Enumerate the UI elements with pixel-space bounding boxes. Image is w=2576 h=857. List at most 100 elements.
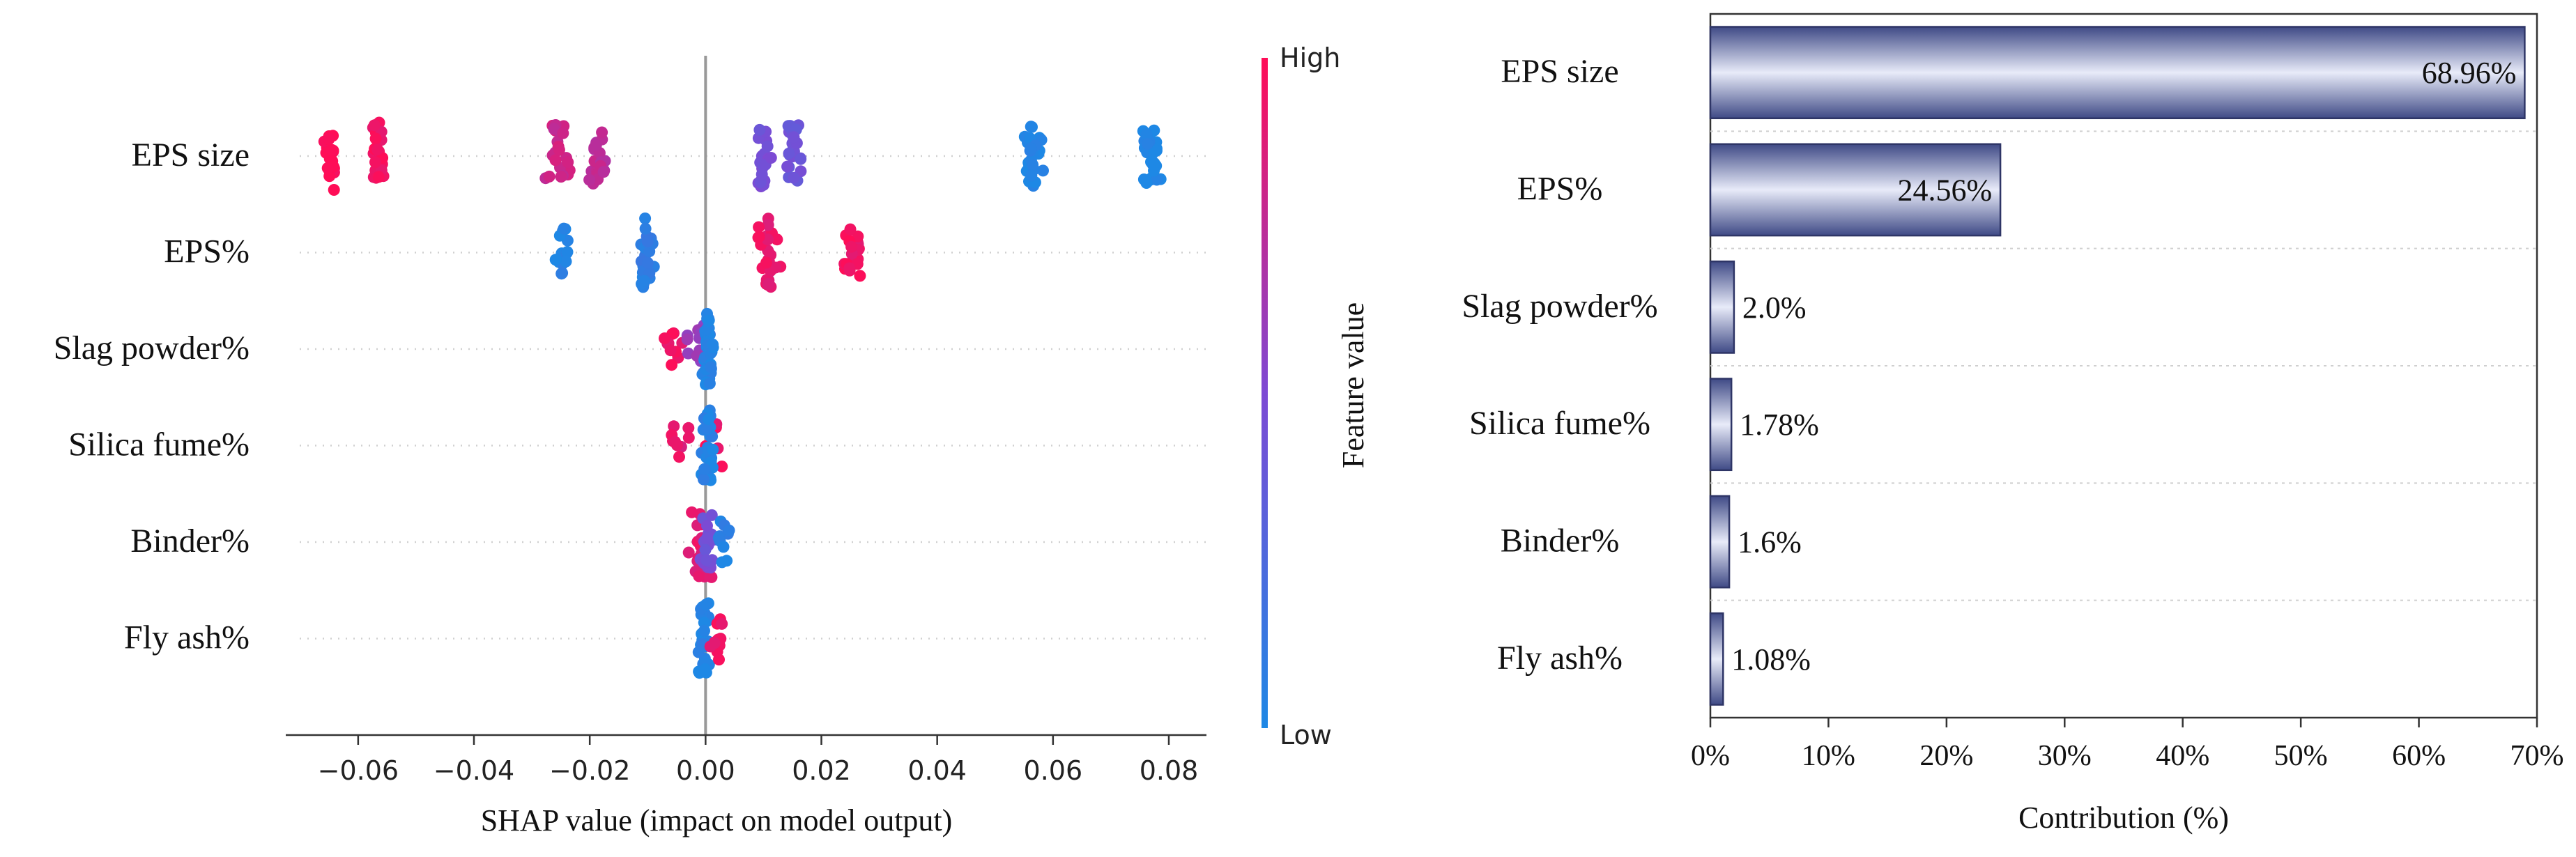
shap-feature-label: Fly ash% — [124, 619, 250, 656]
shap-feature-label: Slag powder% — [54, 330, 250, 366]
shap-x-axis-label: SHAP value (impact on model output) — [481, 803, 953, 837]
shap-point — [756, 168, 768, 180]
shap-point — [1140, 128, 1153, 141]
shap-point — [325, 144, 338, 156]
shap-point — [699, 325, 712, 337]
bar-series — [1709, 26, 2526, 706]
shap-point — [556, 267, 569, 279]
shap-point — [666, 359, 678, 371]
shap-point — [707, 339, 719, 350]
shap-point — [673, 451, 685, 463]
shap-point — [641, 256, 654, 269]
shap-point — [854, 270, 866, 282]
shap-point — [753, 221, 765, 233]
shap-point — [788, 131, 800, 144]
shap-point — [700, 554, 712, 566]
shap-point — [639, 213, 652, 224]
colorbar-low-label: Low — [1280, 720, 1332, 750]
shap-point — [723, 524, 735, 536]
shap-point — [371, 144, 383, 156]
shap-point — [716, 556, 728, 569]
shap-point — [845, 240, 858, 253]
shap-point — [1037, 164, 1049, 177]
shap-x-tick-label: 0.06 — [1024, 755, 1083, 786]
shap-point — [641, 236, 654, 248]
colorbar-title: Feature value — [1336, 302, 1370, 468]
bar-x-tick-label: 10% — [1802, 740, 1855, 772]
shap-x-ticks: −0.06 −0.04 −0.02 0.00 0.02 0.04 0.06 0.08 — [318, 735, 1199, 786]
shap-point — [753, 231, 765, 243]
bar-category-label: Binder% — [1501, 523, 1620, 559]
shap-x-tick-label: 0.02 — [792, 755, 851, 786]
contribution-bar — [1709, 143, 2002, 237]
shap-point — [716, 617, 728, 630]
shap-point — [703, 377, 716, 389]
shap-point — [372, 171, 385, 183]
shap-point — [562, 156, 574, 169]
shap-point — [558, 222, 570, 235]
shap-point — [638, 275, 650, 287]
shap-feature-label: Silica fume% — [68, 426, 250, 463]
shap-point — [369, 132, 382, 145]
shap-x-tick-label: −0.04 — [434, 755, 514, 786]
shap-point — [659, 332, 670, 345]
shap-point — [762, 219, 774, 231]
shap-point — [698, 617, 710, 629]
shap-x-tick-label: −0.02 — [549, 755, 630, 786]
shap-point — [698, 624, 710, 637]
shap-point — [698, 473, 710, 486]
shap-point — [548, 123, 560, 135]
contribution-bar — [1709, 612, 1724, 706]
shap-x-tick-label: 0.04 — [907, 755, 967, 786]
shap-point — [560, 255, 572, 268]
shap-point — [553, 144, 565, 156]
colorbar-high-label: High — [1280, 43, 1340, 73]
shap-point — [844, 223, 857, 236]
shap-point — [1025, 142, 1037, 155]
shap-point — [702, 315, 714, 327]
bar-value-labels: 68.96% 24.56% 2.0% 1.78% 1.6% 1.08% — [1731, 56, 2516, 677]
shap-point — [639, 222, 652, 235]
bar-value-label: 1.08% — [1731, 642, 1811, 677]
bar-value-label: 2.0% — [1742, 291, 1807, 325]
shap-point — [1025, 121, 1037, 133]
shap-point — [682, 431, 695, 444]
bar-x-tick-label: 60% — [2392, 740, 2446, 772]
shap-gridlines — [300, 155, 1206, 640]
shap-point — [1151, 173, 1163, 186]
bar-x-tick-label: 0% — [1691, 740, 1730, 772]
shap-point — [760, 256, 773, 269]
shap-point — [369, 156, 381, 169]
shap-point — [590, 139, 602, 151]
bar-category-label: Slag powder% — [1462, 288, 1657, 325]
shap-point — [705, 509, 718, 521]
shap-point — [1027, 159, 1039, 171]
bar-category-label: Silica fume% — [1469, 405, 1650, 442]
shap-point — [702, 413, 714, 426]
shap-point — [701, 520, 713, 532]
shap-point — [368, 119, 381, 132]
shap-point — [788, 171, 800, 184]
shap-point — [761, 140, 774, 153]
shap-point — [699, 663, 712, 675]
shap-point — [681, 333, 693, 346]
contribution-bar-chart: 68.96%24.56%2.0%1.78%1.6%1.08% EPS sizeE… — [1462, 13, 2564, 835]
shap-point — [671, 439, 683, 451]
shap-point — [700, 599, 712, 611]
shap-point — [781, 160, 794, 173]
shap-point — [583, 173, 596, 186]
bar-x-tick-label: 70% — [2510, 740, 2564, 772]
shap-point — [557, 127, 569, 139]
shap-summary-plot: EPS size EPS% Slag powder% Silica fume% Bind… — [54, 43, 1370, 837]
shap-x-tick-label: 0.08 — [1140, 755, 1199, 786]
shap-point — [682, 546, 695, 559]
bar-category-label: EPS size — [1501, 53, 1618, 90]
shap-point — [771, 233, 783, 246]
shap-point — [597, 166, 610, 178]
shap-point — [682, 422, 695, 434]
shap-feature-label: EPS% — [164, 233, 250, 270]
shap-point — [692, 646, 705, 658]
bar-x-tick-label: 40% — [2156, 740, 2209, 772]
contribution-bar — [1709, 260, 1735, 354]
